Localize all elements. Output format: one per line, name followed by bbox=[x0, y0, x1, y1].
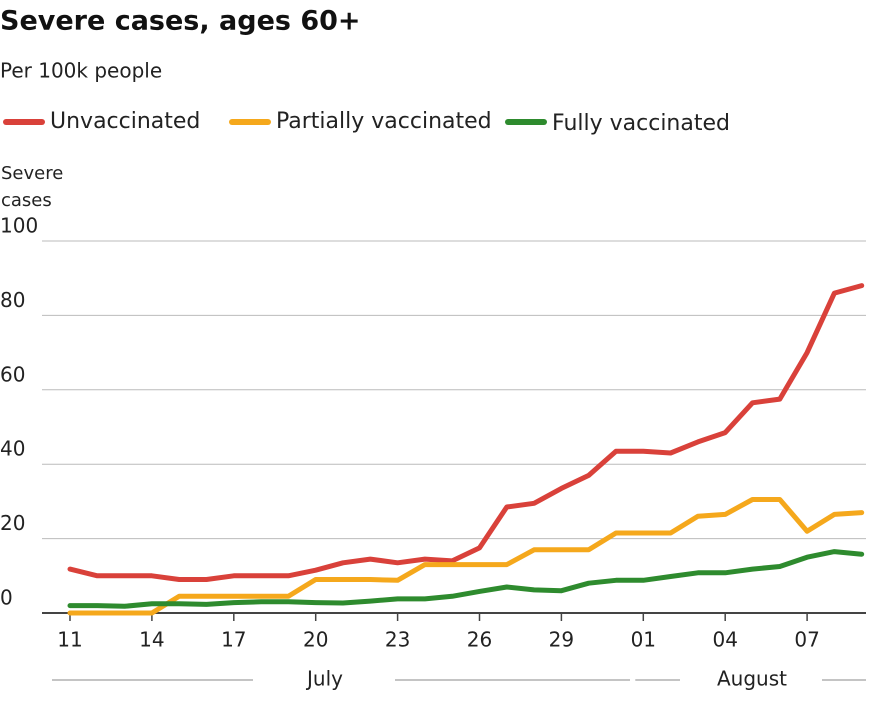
y-tick-label: 0 bbox=[0, 586, 13, 610]
x-tick-label: 23 bbox=[385, 628, 410, 652]
y-tick-label: 60 bbox=[0, 362, 25, 386]
series-line bbox=[67, 549, 865, 609]
series-line bbox=[67, 283, 865, 582]
month-label: July bbox=[305, 667, 343, 691]
x-tick-label: 17 bbox=[221, 628, 246, 652]
legend-label: Unvaccinated bbox=[50, 109, 200, 134]
legend-label: Fully vaccinated bbox=[552, 111, 730, 136]
series-line bbox=[67, 497, 865, 616]
x-tick-label: 20 bbox=[303, 628, 328, 652]
y-tick-label: 20 bbox=[0, 511, 25, 535]
x-tick-label: 29 bbox=[549, 628, 574, 652]
x-tick-label: 07 bbox=[794, 628, 819, 652]
x-tick-label: 01 bbox=[631, 628, 656, 652]
y-tick-label: 100 bbox=[0, 214, 38, 238]
x-tick-label: 04 bbox=[712, 628, 737, 652]
y-axis-label: Severe cases bbox=[1, 163, 64, 211]
x-tick-label: 14 bbox=[139, 628, 164, 652]
chart-title: Severe cases, ages 60+ bbox=[0, 6, 361, 37]
legend-label: Partially vaccinated bbox=[276, 109, 492, 134]
x-tick-label: 26 bbox=[467, 628, 492, 652]
y-tick-label: 80 bbox=[0, 288, 25, 312]
chart-subtitle: Per 100k people bbox=[0, 59, 162, 83]
month-label: August bbox=[717, 667, 787, 691]
x-tick-label: 11 bbox=[57, 628, 82, 652]
y-tick-label: 40 bbox=[0, 437, 25, 461]
